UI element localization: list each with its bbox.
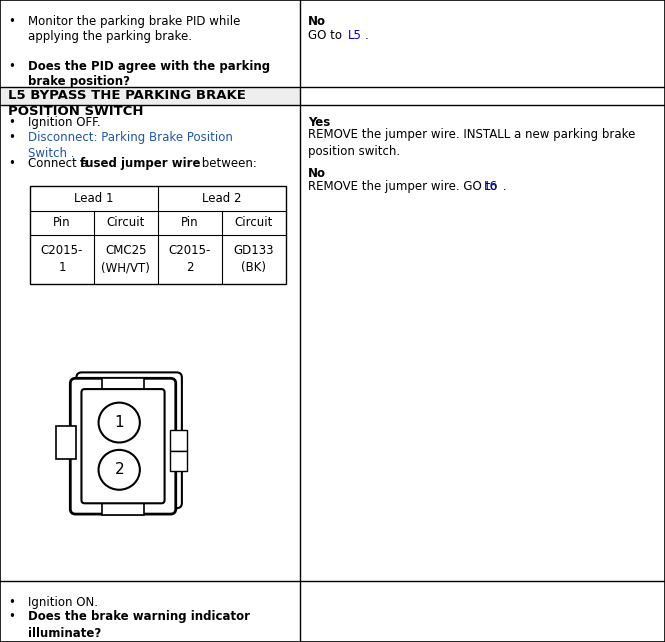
Text: No: No <box>308 167 326 180</box>
Text: Connect a: Connect a <box>28 157 91 169</box>
FancyBboxPatch shape <box>76 372 182 508</box>
Text: No: No <box>308 15 326 28</box>
Text: •: • <box>8 610 15 623</box>
Bar <box>0 87 300 105</box>
Bar <box>91 490 155 501</box>
Text: CMC25
(WH/VT): CMC25 (WH/VT) <box>102 245 150 274</box>
Bar <box>57 426 76 460</box>
Text: Ignition ON.: Ignition ON. <box>28 596 98 609</box>
Text: •: • <box>8 116 15 128</box>
Text: GD133
(BK): GD133 (BK) <box>233 245 274 274</box>
Bar <box>102 377 144 392</box>
Text: •: • <box>8 15 15 28</box>
Text: 1: 1 <box>114 415 124 430</box>
Text: Lead 2: Lead 2 <box>202 192 241 205</box>
Circle shape <box>98 403 140 442</box>
Text: Ignition OFF.: Ignition OFF. <box>28 116 100 128</box>
Text: Does the PID agree with the parking
brake position?: Does the PID agree with the parking brak… <box>28 60 270 89</box>
Text: Circuit: Circuit <box>107 216 145 229</box>
Text: L6: L6 <box>484 180 498 193</box>
Text: Yes: Yes <box>308 116 331 128</box>
Text: REMOVE the jumper wire. GO to: REMOVE the jumper wire. GO to <box>308 180 501 193</box>
Bar <box>170 430 188 451</box>
Text: C2015-
2: C2015- 2 <box>169 245 211 274</box>
Bar <box>102 500 144 515</box>
Bar <box>91 391 155 402</box>
Text: Does the brake warning indicator
illuminate?: Does the brake warning indicator illumin… <box>28 610 250 640</box>
Bar <box>30 186 286 284</box>
Text: L5 BYPASS THE PARKING BRAKE
POSITION SWITCH: L5 BYPASS THE PARKING BRAKE POSITION SWI… <box>8 89 246 118</box>
Text: .: . <box>499 180 506 193</box>
Text: Lead 1: Lead 1 <box>74 192 114 205</box>
Text: Pin: Pin <box>53 216 70 229</box>
Text: C2015-
1: C2015- 1 <box>41 245 83 274</box>
Text: 2: 2 <box>114 462 124 477</box>
Text: Pin: Pin <box>181 216 199 229</box>
Text: .: . <box>364 29 368 42</box>
Text: •: • <box>8 596 15 609</box>
Text: Monitor the parking brake PID while
applying the parking brake.: Monitor the parking brake PID while appl… <box>28 15 240 44</box>
Text: REMOVE the jumper wire. INSTALL a new parking brake
position switch.: REMOVE the jumper wire. INSTALL a new pa… <box>308 128 635 159</box>
Text: GO to: GO to <box>308 29 346 42</box>
FancyBboxPatch shape <box>70 378 176 514</box>
FancyBboxPatch shape <box>81 389 165 503</box>
Circle shape <box>98 450 140 490</box>
Text: L5: L5 <box>348 29 362 42</box>
Text: between:: between: <box>198 157 257 169</box>
Bar <box>170 451 188 471</box>
Text: Circuit: Circuit <box>235 216 273 229</box>
Text: •: • <box>8 131 15 144</box>
Text: •: • <box>8 157 15 169</box>
Text: Disconnect: Parking Brake Position
Switch .: Disconnect: Parking Brake Position Switc… <box>28 131 233 160</box>
Text: •: • <box>8 60 15 73</box>
Text: fused jumper wire: fused jumper wire <box>80 157 200 169</box>
